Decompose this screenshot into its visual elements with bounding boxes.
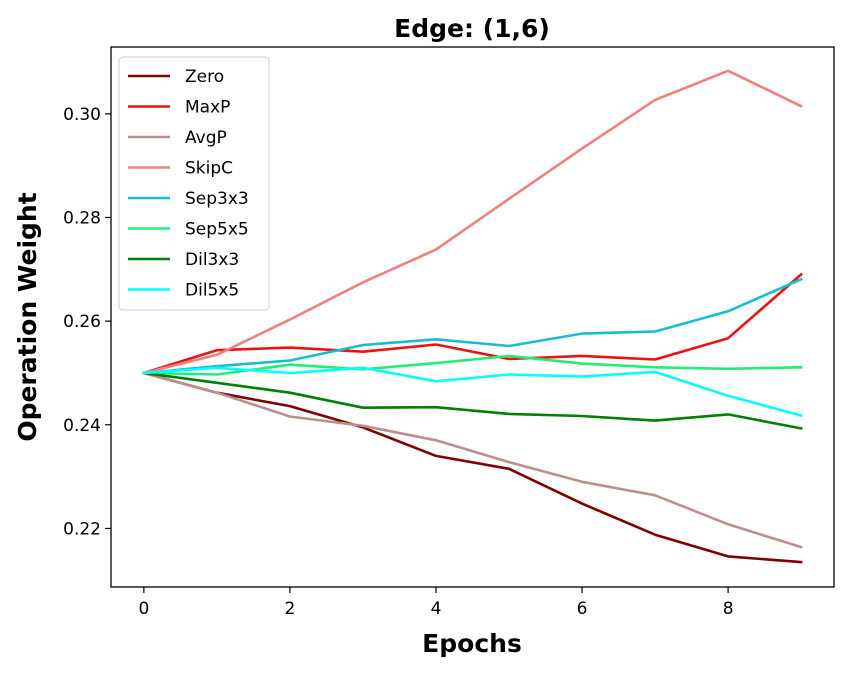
series-line-dil3x3 [142, 371, 803, 430]
legend-box [118, 56, 270, 311]
legend-label-avgp: AvgP [185, 128, 227, 148]
legend-label-zero: Zero [185, 67, 224, 87]
x-tick-label: 4 [431, 599, 442, 619]
legend-label-skipc: SkipC [185, 159, 233, 179]
series-line-maxp [142, 272, 803, 375]
series-line-avgp [142, 371, 803, 549]
y-axis: 0.22 0.24 0.26 0.28 0.30 [63, 105, 111, 539]
series-line-dil5x5 [142, 366, 803, 418]
y-tick-label: 0.24 [63, 416, 101, 436]
series-line-sep3x3 [142, 277, 803, 375]
x-axis-label: Epochs [422, 629, 522, 658]
x-tick-label: 8 [723, 599, 734, 619]
x-axis: 0 2 4 6 8 [138, 587, 734, 619]
series-line-skipc [142, 69, 803, 375]
y-axis-label: Operation Weight [13, 192, 42, 441]
x-tick-label: 0 [138, 599, 149, 619]
legend: Zero MaxP AvgP SkipC Sep3x3 Sep5x5 Dil3x3 Dil5x… [118, 56, 270, 311]
legend-label-maxp: MaxP [185, 98, 230, 118]
legend-label-dil3x3: Dil3x3 [185, 250, 239, 270]
legend-label-dil5x5: Dil5x5 [185, 281, 239, 301]
x-tick-label: 6 [577, 599, 588, 619]
y-tick-label: 0.26 [63, 312, 101, 332]
series-lines [142, 69, 803, 564]
y-tick-label: 0.28 [63, 208, 101, 228]
series-line-zero [142, 371, 803, 564]
chart-title: Edge: (1,6) [394, 14, 550, 43]
x-tick-label: 2 [285, 599, 296, 619]
legend-label-sep3x3: Sep3x3 [185, 189, 249, 209]
y-tick-label: 0.30 [63, 105, 101, 125]
y-tick-label: 0.22 [63, 519, 101, 539]
legend-label-sep5x5: Sep5x5 [185, 220, 249, 240]
plot-frame [110, 46, 835, 588]
